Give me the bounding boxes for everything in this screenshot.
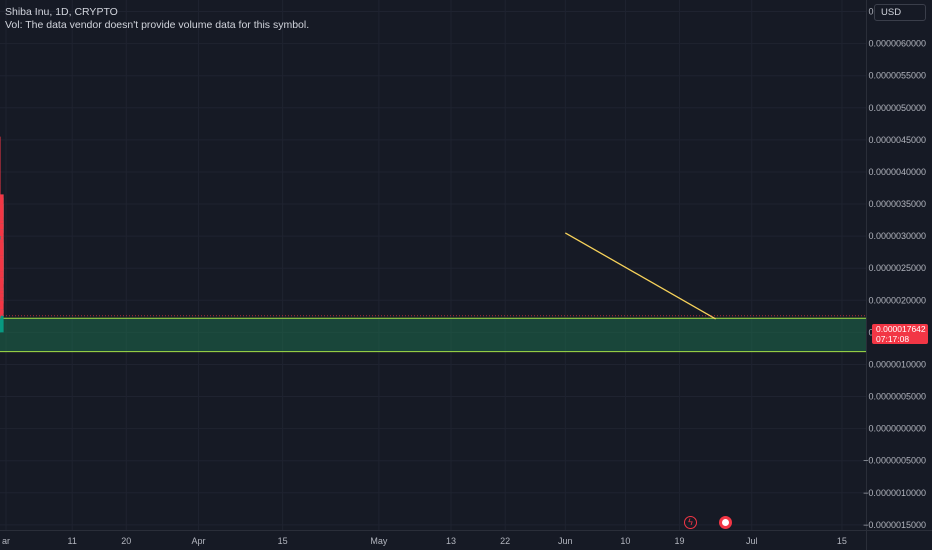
volume-note: Vol: The data vendor doesn't provide vol… <box>5 19 310 31</box>
time-axis-tick: Apr <box>191 536 205 546</box>
currency-button[interactable]: USD <box>874 4 926 21</box>
price-axis-tick: 0.0000005000 <box>868 392 926 402</box>
bar-countdown: 07:17:08 <box>876 333 910 344</box>
price-axis-tick: 0.0000060000 <box>868 39 926 49</box>
candle-body <box>0 287 4 291</box>
time-axis-tick: Jun <box>558 536 573 546</box>
price-axis-tick: −0.0000010000 <box>863 488 926 498</box>
candle-body <box>0 229 4 237</box>
time-axis-tick: 11 <box>67 536 76 546</box>
lightning-event-icon[interactable]: ϟ <box>684 516 697 529</box>
price-axis-tick: 0.0000030000 <box>868 231 926 241</box>
candle-body <box>0 303 4 333</box>
time-axis-tick: 15 <box>837 536 847 546</box>
price-axis-tick: 0.0000045000 <box>868 135 926 145</box>
candle-body <box>0 242 4 256</box>
current-price-value: 0.000017642 <box>876 324 926 334</box>
candle-body <box>0 309 4 315</box>
price-axis-tick: 0.0000000000 <box>868 424 926 434</box>
time-axis-tick: 13 <box>446 536 456 546</box>
symbol-title[interactable]: Shiba Inu, 1D, CRYPTO <box>5 6 118 18</box>
candle-body <box>0 314 4 316</box>
price-axis-tick: 0.0000050000 <box>868 103 926 113</box>
trendline <box>564 232 716 320</box>
candle-body <box>0 255 4 259</box>
candle-body <box>0 297 4 301</box>
time-axis-tick: 10 <box>620 536 630 546</box>
candle-body <box>0 223 4 230</box>
candle-body <box>0 258 4 272</box>
candle-body <box>0 220 4 224</box>
price-axis-tick: 0.0000055000 <box>868 71 926 81</box>
time-axis-tick: Jul <box>746 536 758 546</box>
price-axis-tick: 0.0000035000 <box>868 199 926 209</box>
support-zone <box>0 318 866 352</box>
price-axis-tick: 0.0000025000 <box>868 263 926 273</box>
current-price-tag: 0.000017642 07:17:08 <box>872 324 928 344</box>
chart-legend: Shiba Inu, 1D, CRYPTO Vol: The data vend… <box>5 6 309 32</box>
price-axis-tick: 0.0000010000 <box>868 359 926 369</box>
candle-body <box>0 277 4 288</box>
time-axis-tick: 20 <box>121 536 131 546</box>
price-axis-tick: −0.0000005000 <box>863 456 926 466</box>
price-axis-tick: 0.0000020000 <box>868 295 926 305</box>
time-axis-tick: ar <box>2 536 10 546</box>
time-axis-tick: 22 <box>500 536 510 546</box>
candle-body <box>0 204 4 221</box>
candle-body <box>0 293 4 298</box>
price-axis-tick: 0.0000040000 <box>868 167 926 177</box>
time-axis-tick: 19 <box>675 536 685 546</box>
time-axis-tick: May <box>370 536 388 546</box>
candle-body <box>0 300 4 310</box>
candle-body <box>0 239 4 246</box>
price-axis-tick: −0.0000015000 <box>863 520 926 530</box>
event-flag-icon[interactable] <box>719 516 732 529</box>
time-axis-tick: 15 <box>278 536 288 546</box>
